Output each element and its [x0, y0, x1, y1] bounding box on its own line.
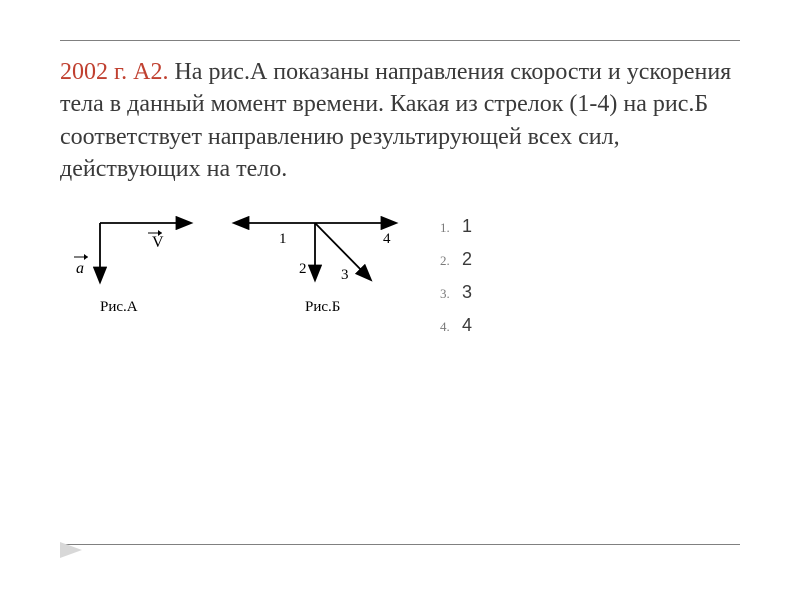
header-rule	[60, 40, 740, 41]
answer-row: 1. 1	[440, 216, 472, 237]
diagram-b: 1 2 3 4 Рис.Б	[225, 211, 405, 321]
diagram-a: V a Рис.А	[60, 211, 210, 321]
answer-num: 1.	[440, 220, 462, 236]
label-4: 4	[383, 231, 391, 247]
label-3: 3	[341, 267, 349, 283]
diagram-b-svg: 1 2 3 4 Рис.Б	[225, 211, 405, 321]
answers-list: 1. 1 2. 2 3. 3 4. 4	[440, 216, 472, 348]
label-v: V	[152, 234, 164, 251]
answer-val: 1	[462, 216, 472, 237]
footer-rule	[60, 544, 740, 545]
answer-val: 3	[462, 282, 472, 303]
answer-val: 4	[462, 315, 472, 336]
a-overarrow-head	[84, 254, 88, 260]
caption-b: Рис.Б	[305, 299, 340, 315]
answer-num: 2.	[440, 253, 462, 269]
answer-row: 4. 4	[440, 315, 472, 336]
diagram-a-svg: V a Рис.А	[60, 211, 210, 321]
question-prefix: 2002 г. А2.	[60, 59, 168, 85]
diagrams-row: V a Рис.А	[60, 211, 740, 348]
label-a: a	[76, 260, 84, 277]
answer-num: 3.	[440, 286, 462, 302]
answer-num: 4.	[440, 319, 462, 335]
footer-arrow-icon	[60, 542, 86, 565]
answer-val: 2	[462, 249, 472, 270]
label-1: 1	[279, 231, 287, 247]
answer-row: 2. 2	[440, 249, 472, 270]
answer-row: 3. 3	[440, 282, 472, 303]
label-2: 2	[299, 261, 307, 277]
question-text: 2002 г. А2. На рис.А показаны направлени…	[60, 56, 740, 186]
caption-a: Рис.А	[100, 299, 138, 315]
